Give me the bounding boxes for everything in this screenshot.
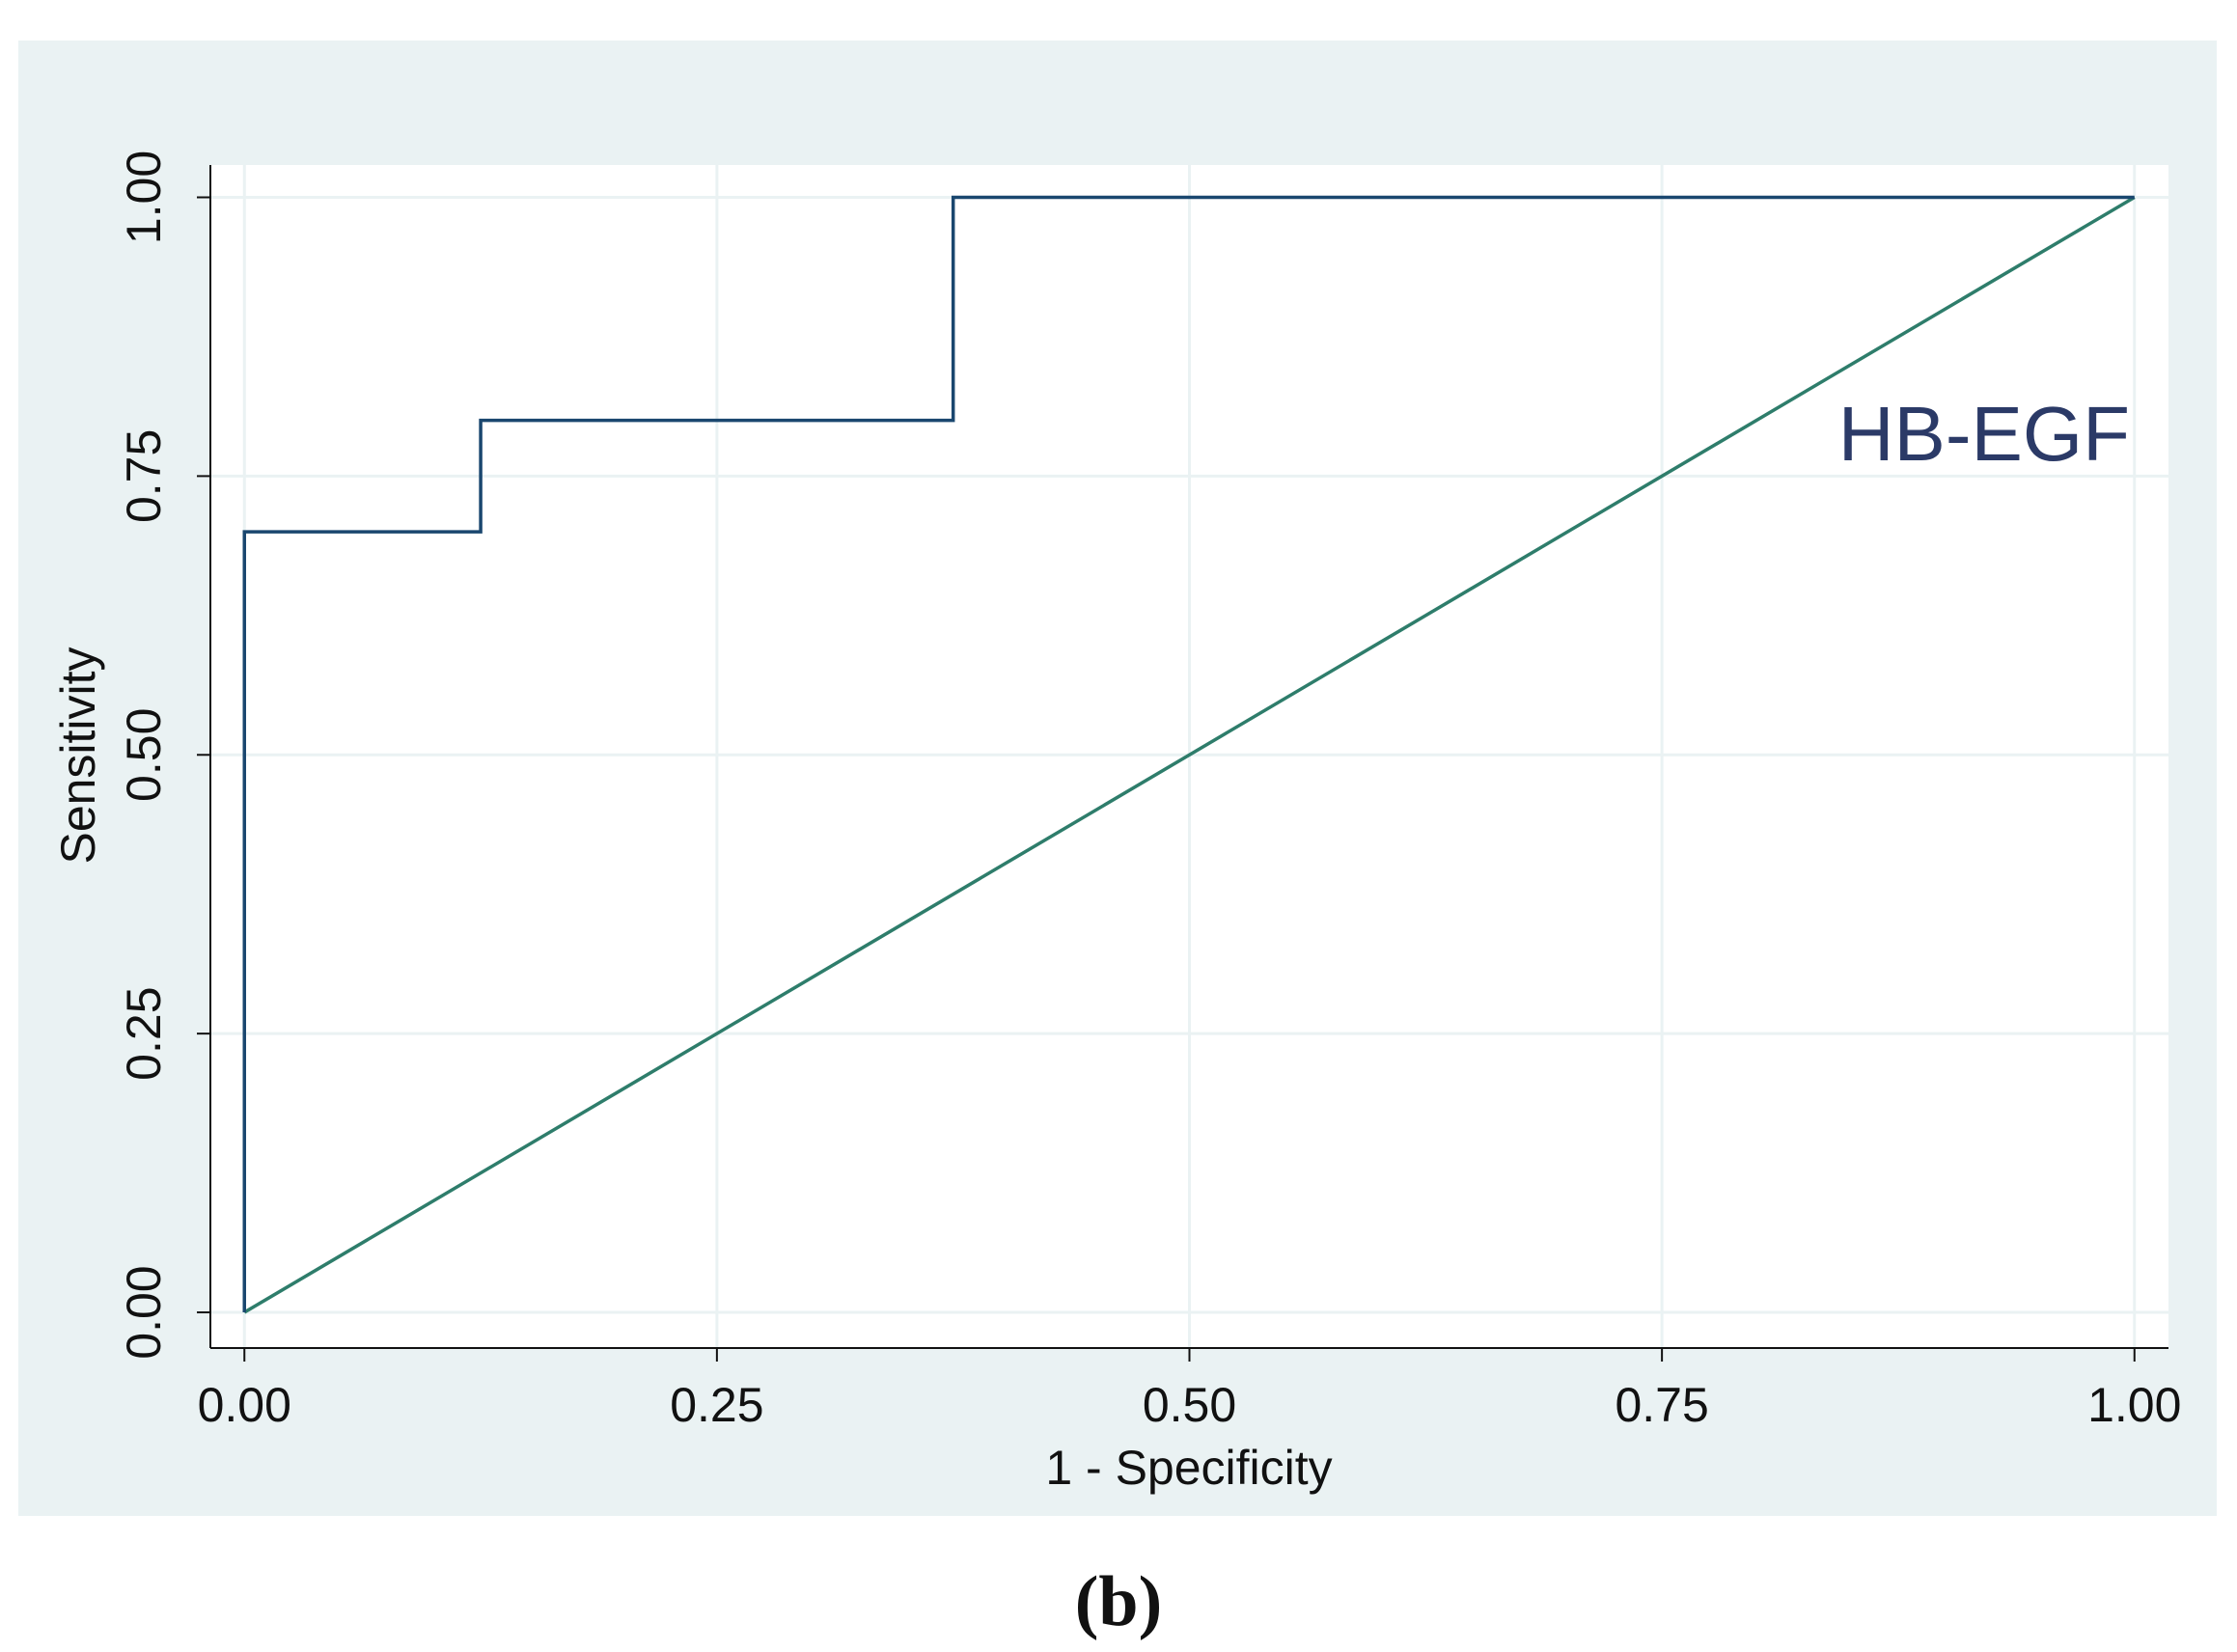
y-tick-label: 1.00 — [117, 151, 171, 244]
x-tick-label: 1.00 — [2087, 1378, 2181, 1432]
y-tick-label: 0.50 — [117, 708, 171, 802]
line — [243, 196, 2136, 1314]
x-tick-label: 0.25 — [670, 1378, 763, 1432]
y-axis-title: Sensitivity — [51, 647, 105, 864]
x-tick-label: 0.50 — [1143, 1378, 1236, 1432]
x-tick-label: 0.00 — [198, 1378, 291, 1432]
y-tick-label: 0.00 — [117, 1265, 171, 1359]
y-tick-label: 0.75 — [117, 429, 171, 523]
y-tick-label: 0.25 — [117, 986, 171, 1080]
caption: (b) — [1075, 1562, 1162, 1641]
x-axis-title: 1 - Specificity — [1045, 1441, 1332, 1495]
line — [242, 195, 2135, 1313]
x-tick-label: 0.75 — [1615, 1378, 1708, 1432]
annotation: HB-EGF — [1838, 391, 2130, 477]
